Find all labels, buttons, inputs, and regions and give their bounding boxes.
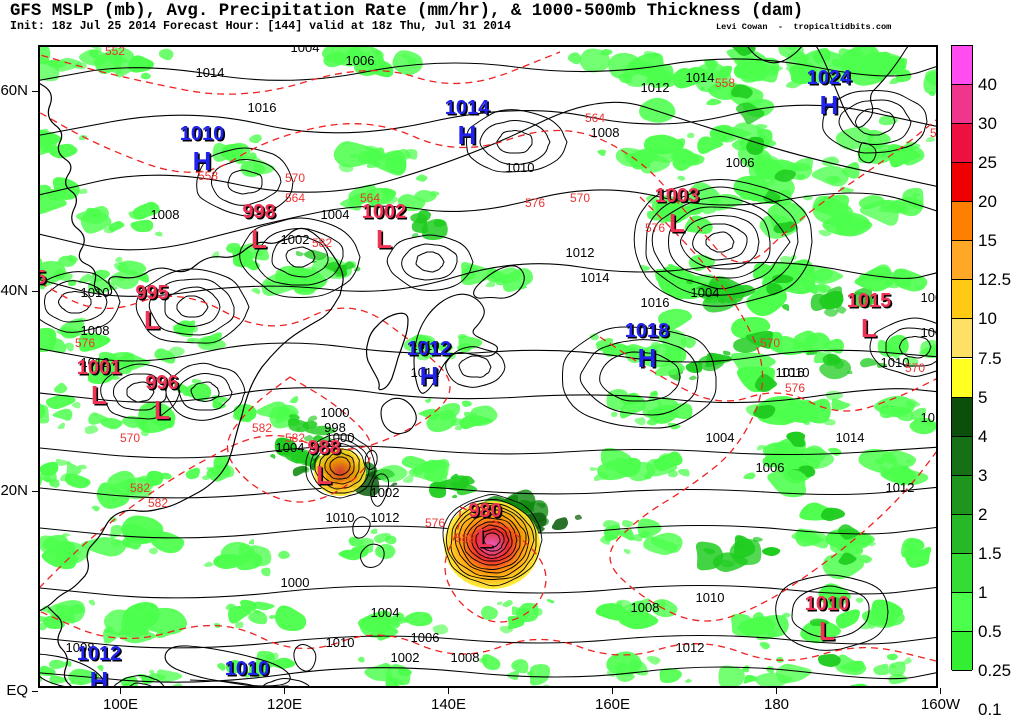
svg-text:1014: 1014 — [836, 430, 865, 445]
svg-text:1012: 1012 — [77, 643, 122, 665]
svg-text:998: 998 — [324, 420, 346, 435]
svg-text:1004: 1004 — [321, 207, 350, 222]
svg-text:988: 988 — [307, 437, 340, 459]
svg-text:570: 570 — [120, 431, 140, 445]
svg-text:1010: 1010 — [81, 285, 110, 300]
svg-text:1002: 1002 — [391, 650, 420, 665]
svg-text:1002: 1002 — [362, 201, 407, 223]
svg-text:H: H — [638, 343, 657, 373]
svg-text:564: 564 — [585, 111, 605, 125]
svg-text:1008: 1008 — [921, 325, 938, 340]
svg-text:1016: 1016 — [248, 100, 277, 115]
svg-text:1015: 1015 — [847, 290, 892, 312]
svg-text:552: 552 — [105, 47, 125, 58]
svg-text:1008: 1008 — [151, 207, 180, 222]
svg-text:564: 564 — [285, 191, 305, 205]
svg-text:558: 558 — [715, 76, 735, 90]
svg-text:1001: 1001 — [77, 357, 122, 379]
svg-text:998: 998 — [242, 201, 275, 223]
svg-text:1012: 1012 — [676, 640, 705, 655]
svg-text:570: 570 — [285, 171, 305, 185]
svg-text:980: 980 — [468, 500, 501, 522]
svg-text:1006: 1006 — [756, 460, 785, 475]
svg-text:1004: 1004 — [291, 47, 320, 55]
svg-text:L: L — [144, 305, 160, 335]
svg-text:1010: 1010 — [506, 160, 535, 175]
svg-text:L: L — [316, 460, 332, 490]
svg-text:L: L — [669, 208, 685, 238]
svg-text:1003: 1003 — [655, 185, 700, 207]
svg-text:1006: 1006 — [411, 630, 440, 645]
svg-text:1014: 1014 — [445, 97, 490, 119]
svg-text:570: 570 — [905, 361, 925, 375]
svg-text:1008: 1008 — [591, 125, 620, 140]
svg-text:576: 576 — [645, 221, 665, 235]
svg-text:L: L — [154, 395, 170, 425]
svg-text:1010: 1010 — [180, 123, 225, 145]
svg-text:1000: 1000 — [321, 405, 350, 420]
svg-text:582: 582 — [148, 496, 168, 510]
svg-text:1024: 1024 — [807, 67, 852, 89]
svg-text:L: L — [251, 224, 267, 254]
svg-text:1002: 1002 — [281, 232, 310, 247]
svg-text:1010: 1010 — [696, 590, 725, 605]
svg-text:L: L — [861, 313, 877, 343]
svg-text:576: 576 — [785, 381, 805, 395]
svg-text:582: 582 — [312, 236, 332, 250]
svg-text:H: H — [90, 666, 109, 688]
svg-text:H: H — [238, 681, 257, 688]
svg-text:1010: 1010 — [326, 635, 355, 650]
svg-text:576: 576 — [75, 336, 95, 350]
svg-text:1012: 1012 — [886, 480, 915, 495]
svg-text:570: 570 — [570, 191, 590, 205]
svg-text:582: 582 — [252, 421, 272, 435]
svg-text:1004: 1004 — [371, 605, 400, 620]
svg-text:1006: 1006 — [206, 685, 235, 688]
svg-text:L: L — [91, 380, 107, 410]
svg-text:1016: 1016 — [641, 295, 670, 310]
svg-text:564: 564 — [930, 126, 938, 140]
svg-text:570: 570 — [760, 336, 780, 350]
svg-text:1006: 1006 — [726, 155, 755, 170]
svg-text:H: H — [420, 361, 439, 391]
svg-text:1002: 1002 — [371, 485, 400, 500]
svg-text:1010: 1010 — [805, 593, 850, 615]
svg-text:1004: 1004 — [706, 430, 735, 445]
svg-text:L: L — [819, 616, 835, 646]
svg-text:1006: 1006 — [921, 290, 938, 305]
svg-text:H: H — [458, 120, 477, 150]
svg-text:1018: 1018 — [625, 320, 670, 342]
svg-text:1004: 1004 — [691, 285, 720, 300]
svg-text:1008: 1008 — [451, 650, 480, 665]
svg-text:995: 995 — [135, 282, 168, 304]
svg-text:1010: 1010 — [326, 510, 355, 525]
svg-text:H: H — [193, 146, 212, 176]
svg-text:1000: 1000 — [281, 575, 310, 590]
svg-text:1014: 1014 — [686, 70, 715, 85]
svg-text:576: 576 — [525, 196, 545, 210]
svg-text:1012: 1012 — [566, 245, 595, 260]
svg-text:582: 582 — [285, 431, 305, 445]
svg-text:1010: 1010 — [921, 410, 938, 425]
svg-text:1012: 1012 — [371, 510, 400, 525]
svg-text:1008: 1008 — [631, 600, 660, 615]
svg-text:1006: 1006 — [346, 53, 375, 68]
svg-text:582: 582 — [455, 531, 475, 545]
svg-text:L: L — [477, 523, 493, 553]
svg-text:1010: 1010 — [781, 365, 810, 380]
svg-text:L: L — [376, 224, 392, 254]
svg-text:1005: 1005 — [40, 267, 46, 289]
svg-text:576: 576 — [425, 516, 445, 530]
svg-text:1012: 1012 — [641, 80, 670, 95]
svg-text:1014: 1014 — [581, 270, 610, 285]
svg-text:1010: 1010 — [225, 658, 270, 680]
svg-text:1014: 1014 — [196, 65, 225, 80]
svg-text:H: H — [820, 90, 839, 120]
svg-text:1012: 1012 — [407, 338, 452, 360]
svg-text:582: 582 — [130, 481, 150, 495]
svg-text:996: 996 — [145, 372, 178, 394]
